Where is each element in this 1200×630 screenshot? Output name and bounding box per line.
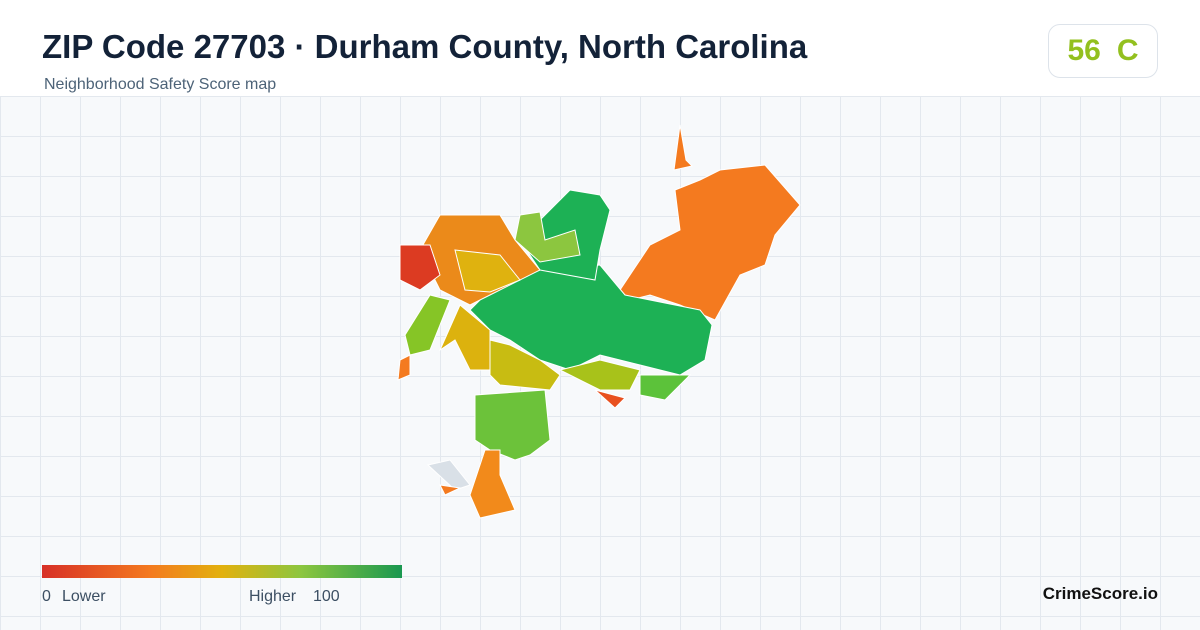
header: [0, 0, 1200, 96]
legend-gradient: [42, 565, 402, 578]
area: [558, 359, 641, 391]
legend-min-label: Lower: [62, 588, 106, 605]
brand: CrimeScore.io: [1042, 584, 1158, 603]
area: [469, 449, 516, 519]
subtitle: Neighborhood Safety Score map: [44, 76, 277, 93]
legend-max-label: Higher: [249, 588, 297, 605]
area: [594, 389, 626, 409]
area: [489, 339, 561, 391]
area: [439, 484, 462, 496]
area: [514, 211, 581, 263]
area: [404, 294, 451, 356]
area: [426, 459, 471, 491]
score-badge: 56 C: [1048, 24, 1158, 78]
score: 56: [1067, 34, 1101, 67]
grade: C: [1116, 34, 1139, 67]
area: [454, 249, 521, 293]
area: [639, 374, 692, 401]
area: [397, 354, 411, 381]
legend-min: 0: [42, 588, 51, 605]
title: ZIP Code 27703 · Durham County, North Ca…: [42, 28, 808, 65]
area: [673, 124, 693, 171]
area: [474, 389, 551, 461]
area: [399, 244, 441, 291]
legend-max: 100: [313, 588, 340, 605]
area: [438, 304, 491, 371]
area: [619, 164, 801, 321]
